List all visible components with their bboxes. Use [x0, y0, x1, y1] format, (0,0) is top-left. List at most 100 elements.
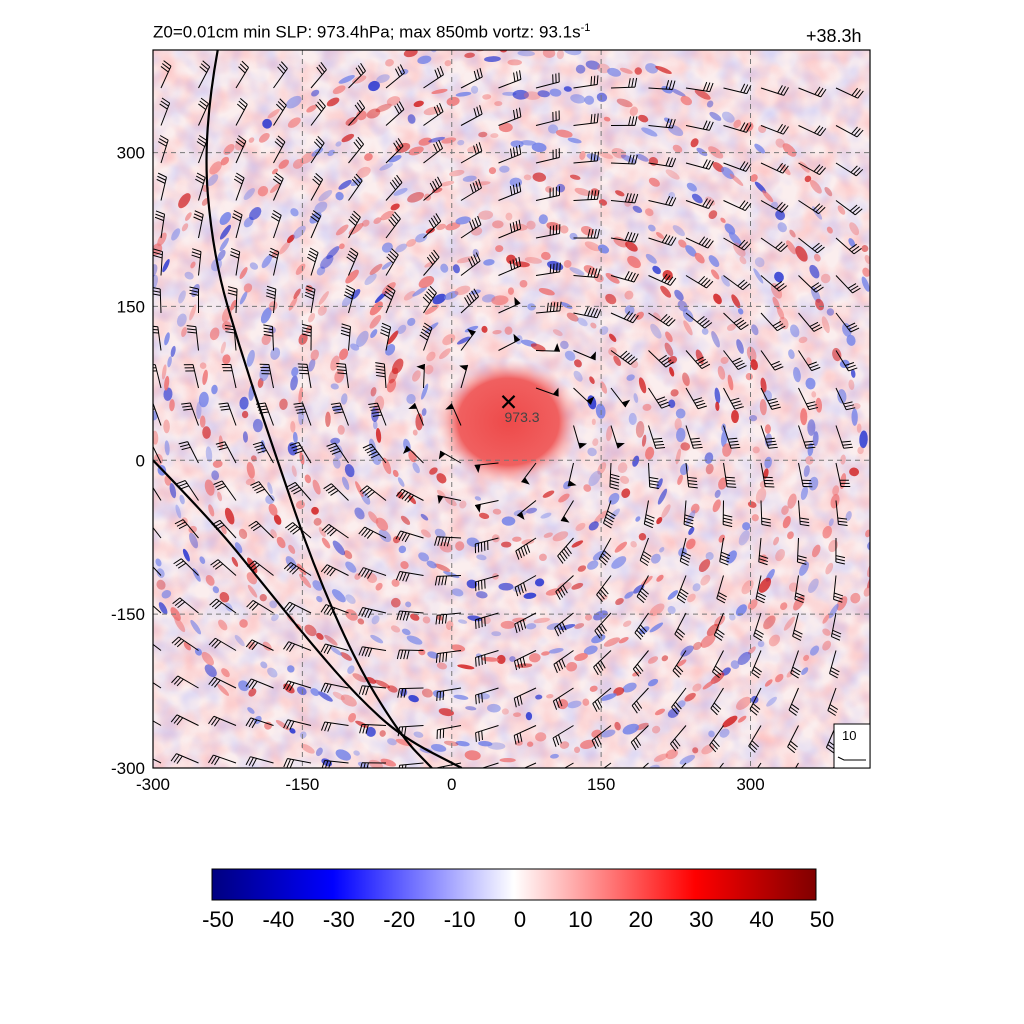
barb-feather — [428, 219, 435, 229]
barb-shaft — [609, 462, 612, 487]
barb-feather — [649, 486, 659, 490]
barb-feather — [788, 743, 797, 751]
barb-feather — [389, 181, 396, 191]
vorticity-blob — [885, 374, 892, 381]
barb-feather — [832, 629, 842, 635]
barb-feather — [214, 641, 222, 649]
barb-feather — [850, 327, 860, 333]
vorticity-blob — [542, 490, 555, 498]
wind-barb — [648, 157, 677, 168]
barb-shaft — [756, 762, 762, 768]
barb-shaft — [760, 125, 784, 135]
barb-feather — [667, 276, 674, 285]
barb-feather — [436, 104, 441, 114]
vorticity-blob — [476, 554, 487, 561]
wind-barb — [422, 285, 437, 314]
vorticity-blob — [848, 238, 856, 248]
vorticity-blob — [141, 550, 151, 561]
wind-barb — [798, 162, 826, 176]
barb-feather — [739, 122, 746, 131]
barb-shaft — [648, 87, 673, 90]
barb-feather — [271, 216, 280, 222]
barb-feather — [180, 443, 190, 448]
barb-feather — [741, 241, 749, 249]
vorticity-blob — [352, 75, 367, 84]
barb-feather — [445, 652, 448, 662]
vorticity-blob — [694, 89, 711, 100]
vorticity-blob — [378, 529, 392, 543]
vorticity-blob — [801, 667, 809, 675]
barb-feather — [516, 659, 520, 669]
barb-feather — [559, 553, 566, 562]
barb-feather — [680, 557, 690, 563]
barb-feather — [421, 328, 430, 335]
barb-shaft — [385, 72, 405, 89]
vorticity-blob — [133, 341, 144, 351]
vorticity-blob — [430, 743, 447, 752]
wind-barb — [310, 173, 324, 201]
barb-feather — [479, 105, 483, 115]
barb-feather — [587, 228, 591, 239]
barb-feather — [815, 286, 824, 293]
wind-barb — [760, 350, 784, 371]
barb-feather — [359, 485, 368, 492]
wind-barb — [515, 537, 537, 560]
vorticity-blob — [290, 208, 299, 217]
wind-barb — [474, 462, 499, 474]
vorticity-blob — [635, 421, 645, 438]
barb-feather — [549, 302, 553, 312]
vorticity-blob — [871, 520, 879, 530]
barb-feather — [757, 592, 766, 598]
vorticity-blob — [198, 391, 209, 408]
vorticity-blob — [500, 541, 512, 548]
vorticity-blob — [530, 343, 546, 352]
barb-feather — [725, 476, 735, 479]
barb-feather — [751, 740, 759, 748]
vorticity-blob — [616, 98, 633, 108]
wind-barb — [213, 480, 237, 501]
wind-barb — [235, 60, 249, 89]
barb-feather — [697, 405, 707, 410]
barb-pennant — [586, 396, 595, 405]
vorticity-blob — [826, 308, 835, 316]
vorticity-blob — [420, 529, 431, 538]
barb-feather — [436, 691, 438, 702]
vorticity-blob — [721, 111, 735, 123]
vorticity-blob — [127, 497, 137, 511]
vorticity-blob — [372, 420, 378, 430]
vorticity-blob — [347, 665, 355, 674]
barb-feather — [245, 717, 252, 727]
vorticity-blob — [579, 150, 586, 160]
wind-barb — [153, 643, 162, 651]
vorticity-blob — [464, 750, 481, 761]
barb-feather — [320, 564, 328, 573]
wind-barb — [293, 402, 312, 426]
wind-barb — [358, 646, 387, 658]
wind-barb — [573, 113, 599, 126]
barb-feather — [286, 681, 292, 691]
vorticity-blob — [238, 680, 250, 692]
vorticity-blob — [242, 431, 248, 443]
barb-shaft — [553, 650, 574, 665]
vorticity-blob — [580, 739, 596, 749]
wind-barb — [723, 161, 752, 172]
vorticity-blob — [535, 694, 543, 700]
barb-feather — [399, 611, 404, 621]
barb-feather — [296, 411, 307, 414]
barb-feather — [590, 228, 594, 239]
barb-feather — [746, 85, 752, 94]
barb-feather — [174, 599, 183, 607]
barb-feather — [735, 319, 745, 326]
barb-feather — [562, 584, 568, 594]
barb-feather — [695, 356, 704, 362]
vorticity-blob — [766, 696, 777, 707]
barb-shaft — [475, 612, 499, 621]
barb-feather — [809, 321, 819, 327]
vorticity-blob — [279, 240, 291, 255]
wind-barb — [286, 481, 312, 501]
vorticity-blob — [825, 562, 834, 575]
wind-barb — [535, 148, 560, 164]
vorticity-blob — [338, 75, 355, 84]
barb-shaft — [287, 719, 312, 726]
vorticity-blob — [321, 758, 333, 767]
